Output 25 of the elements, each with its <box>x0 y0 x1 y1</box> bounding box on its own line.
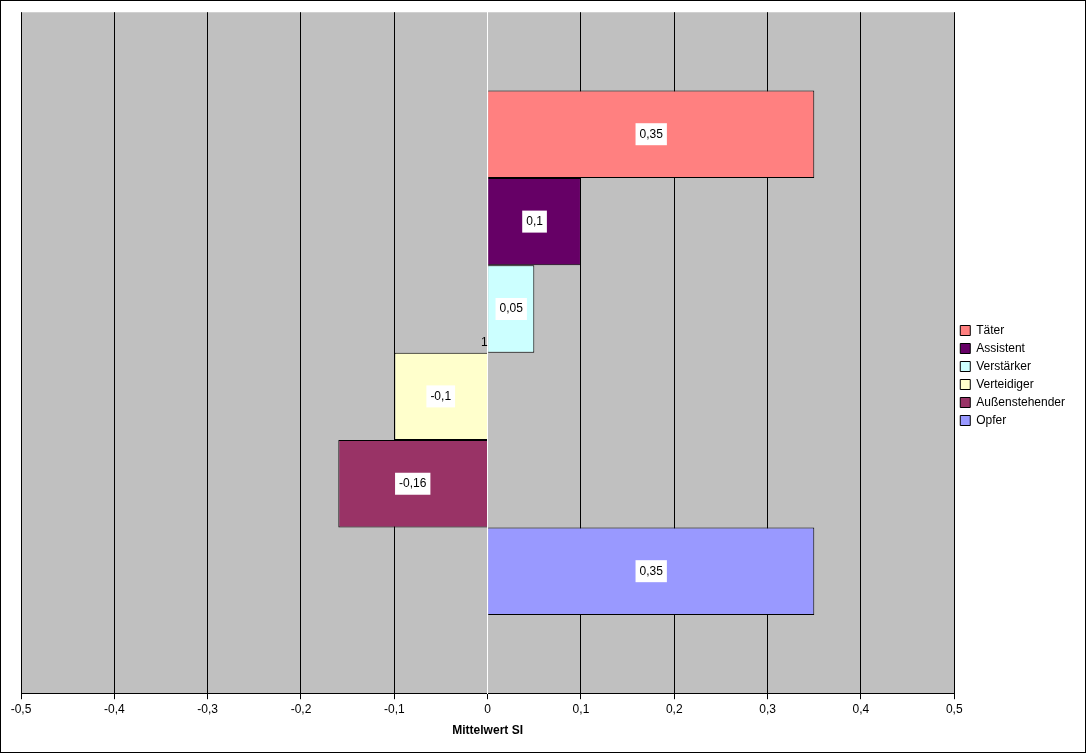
x-tick-label: -0,2 <box>290 701 312 716</box>
data-label: 0,1 <box>526 213 544 228</box>
legend-label: Assistent <box>976 340 1026 355</box>
x-tick-label: 0,2 <box>665 701 683 716</box>
legend-label: Verstärker <box>976 358 1031 373</box>
x-tick-label: -0,5 <box>10 701 32 716</box>
legend-label: Verteidiger <box>976 376 1034 391</box>
x-tick-label: 0 <box>484 701 492 716</box>
legend-label: Täter <box>976 322 1005 337</box>
x-tick-label: 0,1 <box>572 701 590 716</box>
x-tick-label: 0,5 <box>945 701 963 716</box>
x-tick-label: 0,4 <box>852 701 870 716</box>
x-tick-label: -0,4 <box>103 701 125 716</box>
legend-label: Außenstehender <box>976 394 1066 409</box>
legend-label: Opfer <box>976 412 1007 427</box>
x-tick-label: -0,3 <box>197 701 219 716</box>
x-tick-label: 0,3 <box>759 701 777 716</box>
data-label: 0,05 <box>499 301 524 316</box>
data-label: 0,35 <box>639 563 664 578</box>
x-axis-title: Mittelwert SI <box>452 723 523 738</box>
data-label: 0,35 <box>639 126 664 141</box>
data-label: -0,16 <box>399 476 427 491</box>
data-label: -0,1 <box>430 388 452 403</box>
x-tick-label: -0,1 <box>383 701 405 716</box>
y-tick-label: 1 <box>480 335 488 350</box>
